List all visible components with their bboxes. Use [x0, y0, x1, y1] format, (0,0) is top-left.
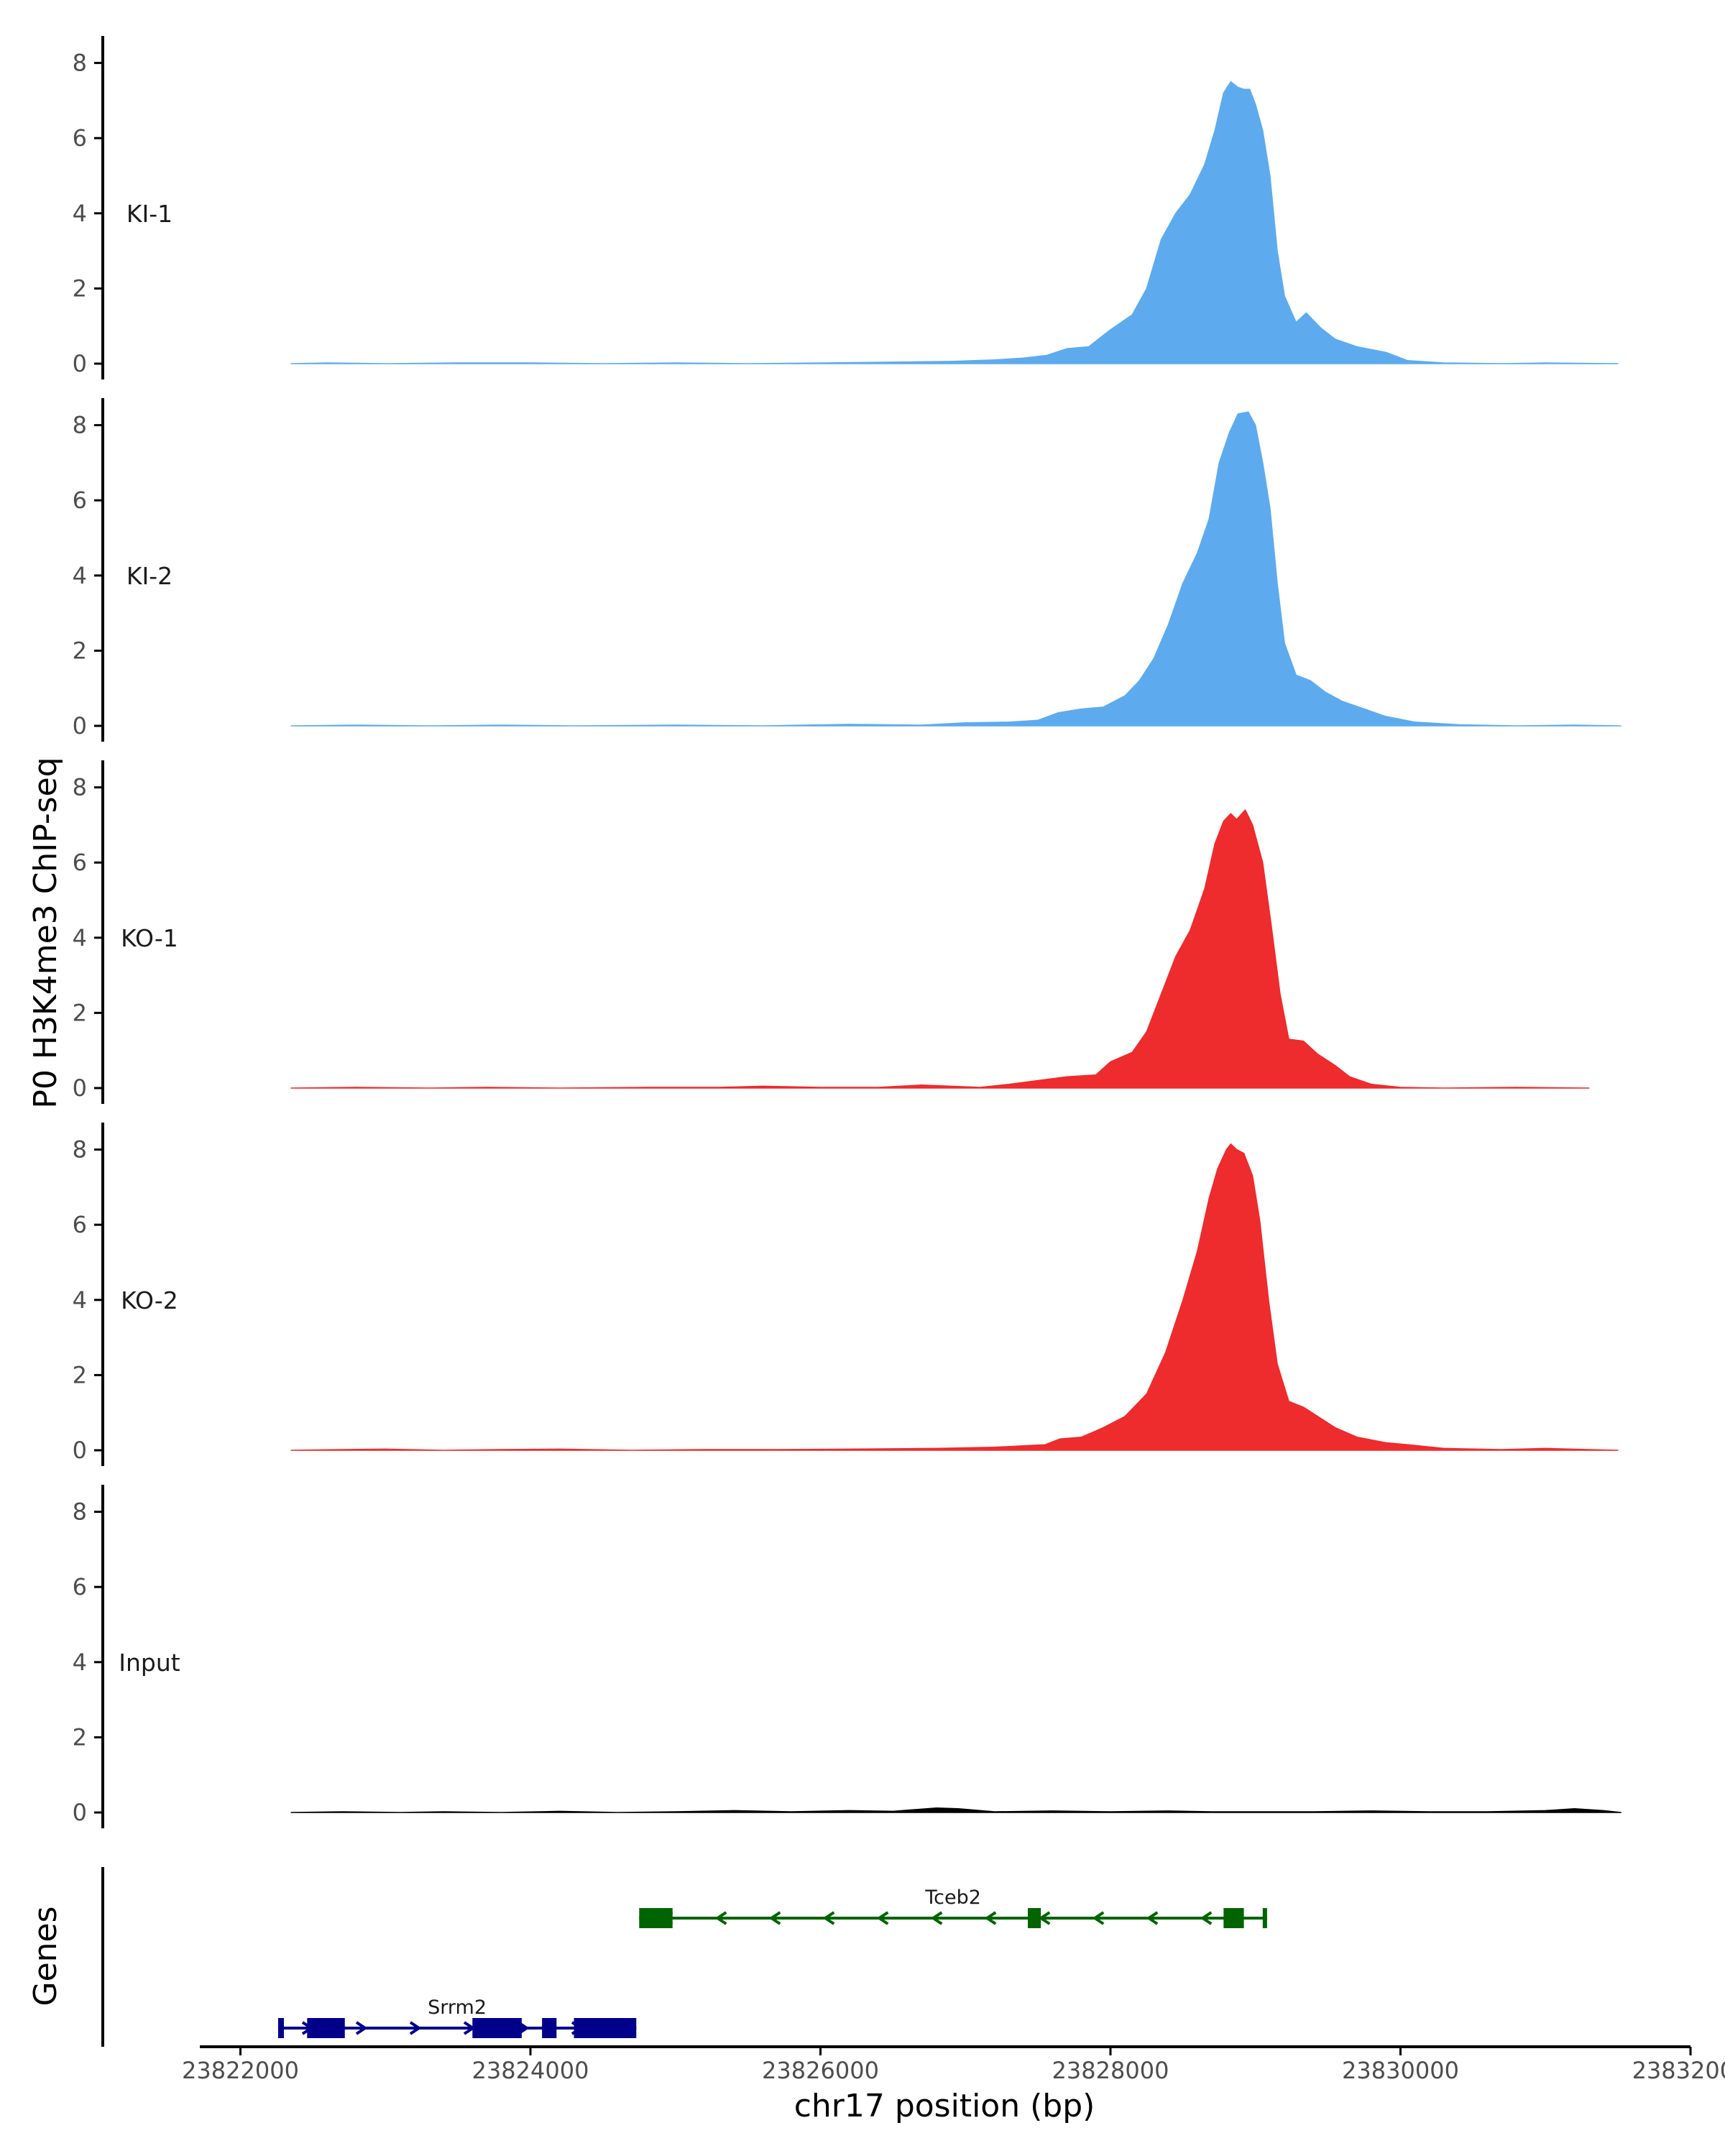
y-tick-label: 8 [73, 1136, 87, 1164]
track-ki-1: 0 2 4 6 8 KI-1 [73, 36, 1619, 379]
y-tick-label: 2 [73, 999, 87, 1026]
strand-arrow [930, 1911, 943, 1925]
track-label-ki-1: KI-1 [126, 200, 172, 228]
y-tick-label: 6 [73, 1573, 87, 1600]
strand-arrow [822, 1911, 835, 1925]
y-tick-label: 4 [73, 562, 87, 589]
coverage-area-ki-1 [290, 81, 1619, 364]
x-tick-label: 23828000 [1052, 2057, 1169, 2084]
y-tick-label: 4 [73, 1286, 87, 1314]
gene-label-tceb2: Tceb2 [924, 1886, 981, 1909]
x-axis: 23822000 23824000 23826000 23828000 23830000… [182, 2045, 1725, 2084]
y-tick-label: 0 [73, 712, 87, 740]
gene-exon [1262, 1908, 1267, 1928]
strand-arrow [409, 2021, 422, 2035]
genes-axis-title: Genes [27, 1906, 64, 2006]
y-tick-label: 2 [73, 275, 87, 302]
strand-arrow [1038, 1911, 1051, 1925]
strand-arrow [1200, 1911, 1213, 1925]
y-tick-label: 0 [73, 1799, 87, 1826]
y-tick-label: 8 [73, 50, 87, 77]
genes-panel: Tceb2 Srrm2 [101, 1867, 1267, 2047]
coverage-area-ki-2 [290, 411, 1622, 727]
strand-arrow [714, 1911, 727, 1925]
x-axis-title: chr17 position (bp) [794, 2088, 1095, 2124]
x-tick-label: 23822000 [182, 2057, 299, 2084]
y-tick-label: 4 [73, 924, 87, 952]
y-axis-title: P0 H3K4me3 ChIP-seq [27, 757, 64, 1108]
track-ko-2: 0 2 4 6 8 KO-2 [73, 1123, 1619, 1466]
track-label-ki-2: KI-2 [126, 562, 172, 590]
strand-arrow [355, 2021, 368, 2035]
x-tick-label: 23824000 [472, 2057, 589, 2084]
y-tick-label: 4 [73, 1649, 87, 1676]
track-label-ko-2: KO-2 [121, 1286, 178, 1314]
gene-label-srrm2: Srrm2 [428, 1996, 487, 2019]
gene-exon [542, 2018, 557, 2038]
strand-arrow [1092, 1911, 1105, 1925]
strand-arrow [768, 1911, 781, 1925]
strand-arrow [984, 1911, 997, 1925]
strand-arrow [876, 1911, 889, 1925]
y-tick-label: 6 [73, 487, 87, 514]
x-tick-label: 23830000 [1342, 2057, 1459, 2084]
gene-exon [1223, 1908, 1244, 1928]
track-ko-1: 0 2 4 6 8 KO-1 [73, 760, 1590, 1104]
y-tick-label: 8 [73, 1498, 87, 1526]
gene-exon [277, 2018, 285, 2038]
track-label-ko-1: KO-1 [121, 924, 178, 952]
coverage-area-ko-1 [290, 809, 1590, 1089]
y-tick-label: 4 [73, 200, 87, 227]
tracks-layer: 0 2 4 6 8 KI-1 0 2 4 6 8 KI-2 0 2 4 6 8 KO-1 0 2 4 6 8 KO-2 0 2 4 6… [73, 36, 1622, 1828]
strand-arrow [1146, 1911, 1159, 1925]
track-ki-2: 0 2 4 6 8 KI-2 [73, 398, 1622, 742]
y-tick-label: 2 [73, 637, 87, 664]
gene-exon [639, 1908, 673, 1928]
y-tick-label: 6 [73, 849, 87, 876]
y-tick-label: 2 [73, 1723, 87, 1751]
y-tick-label: 8 [73, 774, 87, 801]
coverage-area-ko-2 [290, 1143, 1619, 1451]
y-tick-label: 2 [73, 1361, 87, 1388]
gene-tceb2: Tceb2 [639, 1886, 1267, 1928]
y-tick-label: 6 [73, 124, 87, 152]
track-label-input: Input [119, 1649, 180, 1677]
x-tick-label: 23832000 [1632, 2057, 1725, 2084]
track-input: 0 2 4 6 8 Input [73, 1485, 1622, 1828]
y-tick-label: 0 [73, 1437, 87, 1464]
y-tick-label: 8 [73, 412, 87, 439]
x-tick-label: 23826000 [762, 2057, 879, 2084]
gene-srrm2: Srrm2 [277, 1996, 637, 2038]
coverage-area-input [290, 1807, 1622, 1813]
gene-exon [1027, 1908, 1041, 1928]
y-tick-label: 0 [73, 1074, 87, 1102]
gene-exon [307, 2018, 345, 2038]
y-tick-label: 0 [73, 350, 87, 377]
gene-exon [574, 2018, 637, 2038]
y-tick-label: 6 [73, 1211, 87, 1238]
gene-exon [472, 2018, 522, 2038]
